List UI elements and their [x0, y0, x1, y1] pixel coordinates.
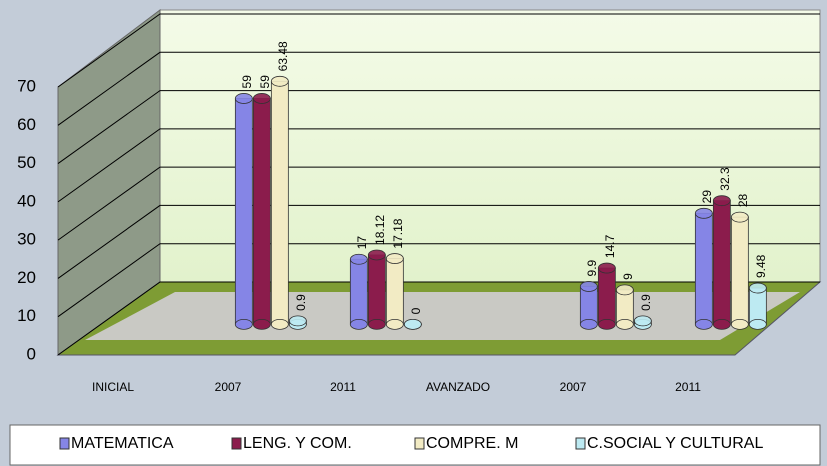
- x-tick-label: AVANZADO: [426, 380, 490, 394]
- bar: [730, 216, 749, 325]
- bar-top: [288, 315, 307, 327]
- legend-swatch: [414, 437, 425, 450]
- bar-bottom: [270, 318, 289, 330]
- bar-top: [234, 93, 253, 104]
- bar-top: [633, 315, 652, 327]
- bar-bottom: [367, 318, 386, 330]
- bar-bottom: [712, 318, 731, 330]
- value-label: 63.48: [276, 41, 290, 71]
- bar-bottom: [730, 318, 749, 330]
- bar-top: [615, 284, 634, 296]
- bar-top: [367, 249, 386, 261]
- grid-line: [57, 128, 820, 203]
- bar-bottom: [349, 318, 368, 330]
- bar: [385, 258, 404, 325]
- value-label: 9: [621, 273, 635, 280]
- legend-label: C.SOCIAL Y CULTURAL: [587, 435, 763, 452]
- y-tick-label: 50: [17, 153, 36, 172]
- floor-inner: [85, 292, 800, 340]
- legend-swatch: [575, 437, 586, 450]
- bar: [579, 286, 598, 325]
- x-tick-label: 2007: [215, 380, 242, 394]
- bar-top: [579, 281, 598, 292]
- bar: [694, 212, 713, 325]
- y-tick-label: 0: [27, 344, 36, 363]
- x-tick-label: INICIAL: [92, 380, 134, 394]
- bar-top: [694, 207, 713, 219]
- legend-label: COMPRE. M: [426, 435, 518, 452]
- value-label: 17.18: [391, 218, 405, 248]
- bar: [270, 80, 289, 325]
- value-label: 59: [258, 75, 272, 89]
- bar: [349, 258, 368, 325]
- value-label: 29: [700, 190, 714, 204]
- grid-line: [57, 51, 820, 126]
- y-tick-label: 60: [17, 115, 36, 134]
- value-label: 59: [240, 75, 254, 89]
- bar-top: [270, 75, 289, 87]
- bar-top: [712, 195, 731, 207]
- grid-line: [57, 166, 820, 241]
- bar-bottom: [748, 318, 767, 330]
- bar-bottom: [234, 318, 253, 330]
- legend-label: LENG. Y COM.: [243, 435, 352, 452]
- bar-bottom: [615, 318, 634, 330]
- legend-label: MATEMATICA: [71, 435, 174, 452]
- bar: [748, 287, 767, 325]
- x-tick-label: 2011: [330, 380, 356, 394]
- value-label: 0.9: [639, 294, 653, 311]
- value-label: 14.7: [603, 234, 617, 258]
- value-label: 18.12: [373, 215, 387, 245]
- value-label: 32.3: [718, 167, 732, 191]
- legend-swatch: [59, 437, 70, 450]
- bar-top: [597, 262, 616, 274]
- bar-bottom: [694, 318, 713, 330]
- grid-line: [57, 243, 820, 318]
- y-tick-label: 20: [17, 268, 36, 287]
- y-tick-label: 70: [17, 76, 36, 95]
- value-label: 0.9: [294, 294, 308, 311]
- bar: [234, 98, 253, 325]
- x-tick-label: 2007: [560, 380, 587, 394]
- bar-bottom: [385, 318, 404, 330]
- bar-top: [748, 282, 767, 294]
- bar-bottom: [252, 318, 271, 330]
- value-label: 9.9: [585, 259, 599, 276]
- bar: [252, 98, 271, 325]
- value-label: 0: [409, 307, 423, 314]
- bar-top: [403, 318, 422, 330]
- value-label: 28: [736, 193, 750, 207]
- y-tick-label: 40: [17, 191, 36, 210]
- grid-line: [57, 13, 820, 88]
- value-label: 17: [355, 236, 369, 250]
- bar-top: [349, 253, 368, 265]
- grid-line: [57, 90, 820, 164]
- legend-swatch: [231, 437, 242, 450]
- y-tick-label: 30: [17, 230, 36, 249]
- x-tick-label: 2011: [675, 380, 701, 394]
- bar-bottom: [597, 318, 616, 330]
- value-label: 9.48: [754, 254, 768, 278]
- bar-top: [385, 253, 404, 264]
- bar: [712, 200, 731, 325]
- bar: [367, 254, 386, 325]
- bar: [597, 267, 616, 325]
- bar-top: [252, 93, 271, 104]
- bar-top: [730, 211, 749, 223]
- bar-bottom: [579, 318, 598, 330]
- grid-line: [57, 204, 820, 279]
- y-tick-label: 10: [17, 306, 36, 325]
